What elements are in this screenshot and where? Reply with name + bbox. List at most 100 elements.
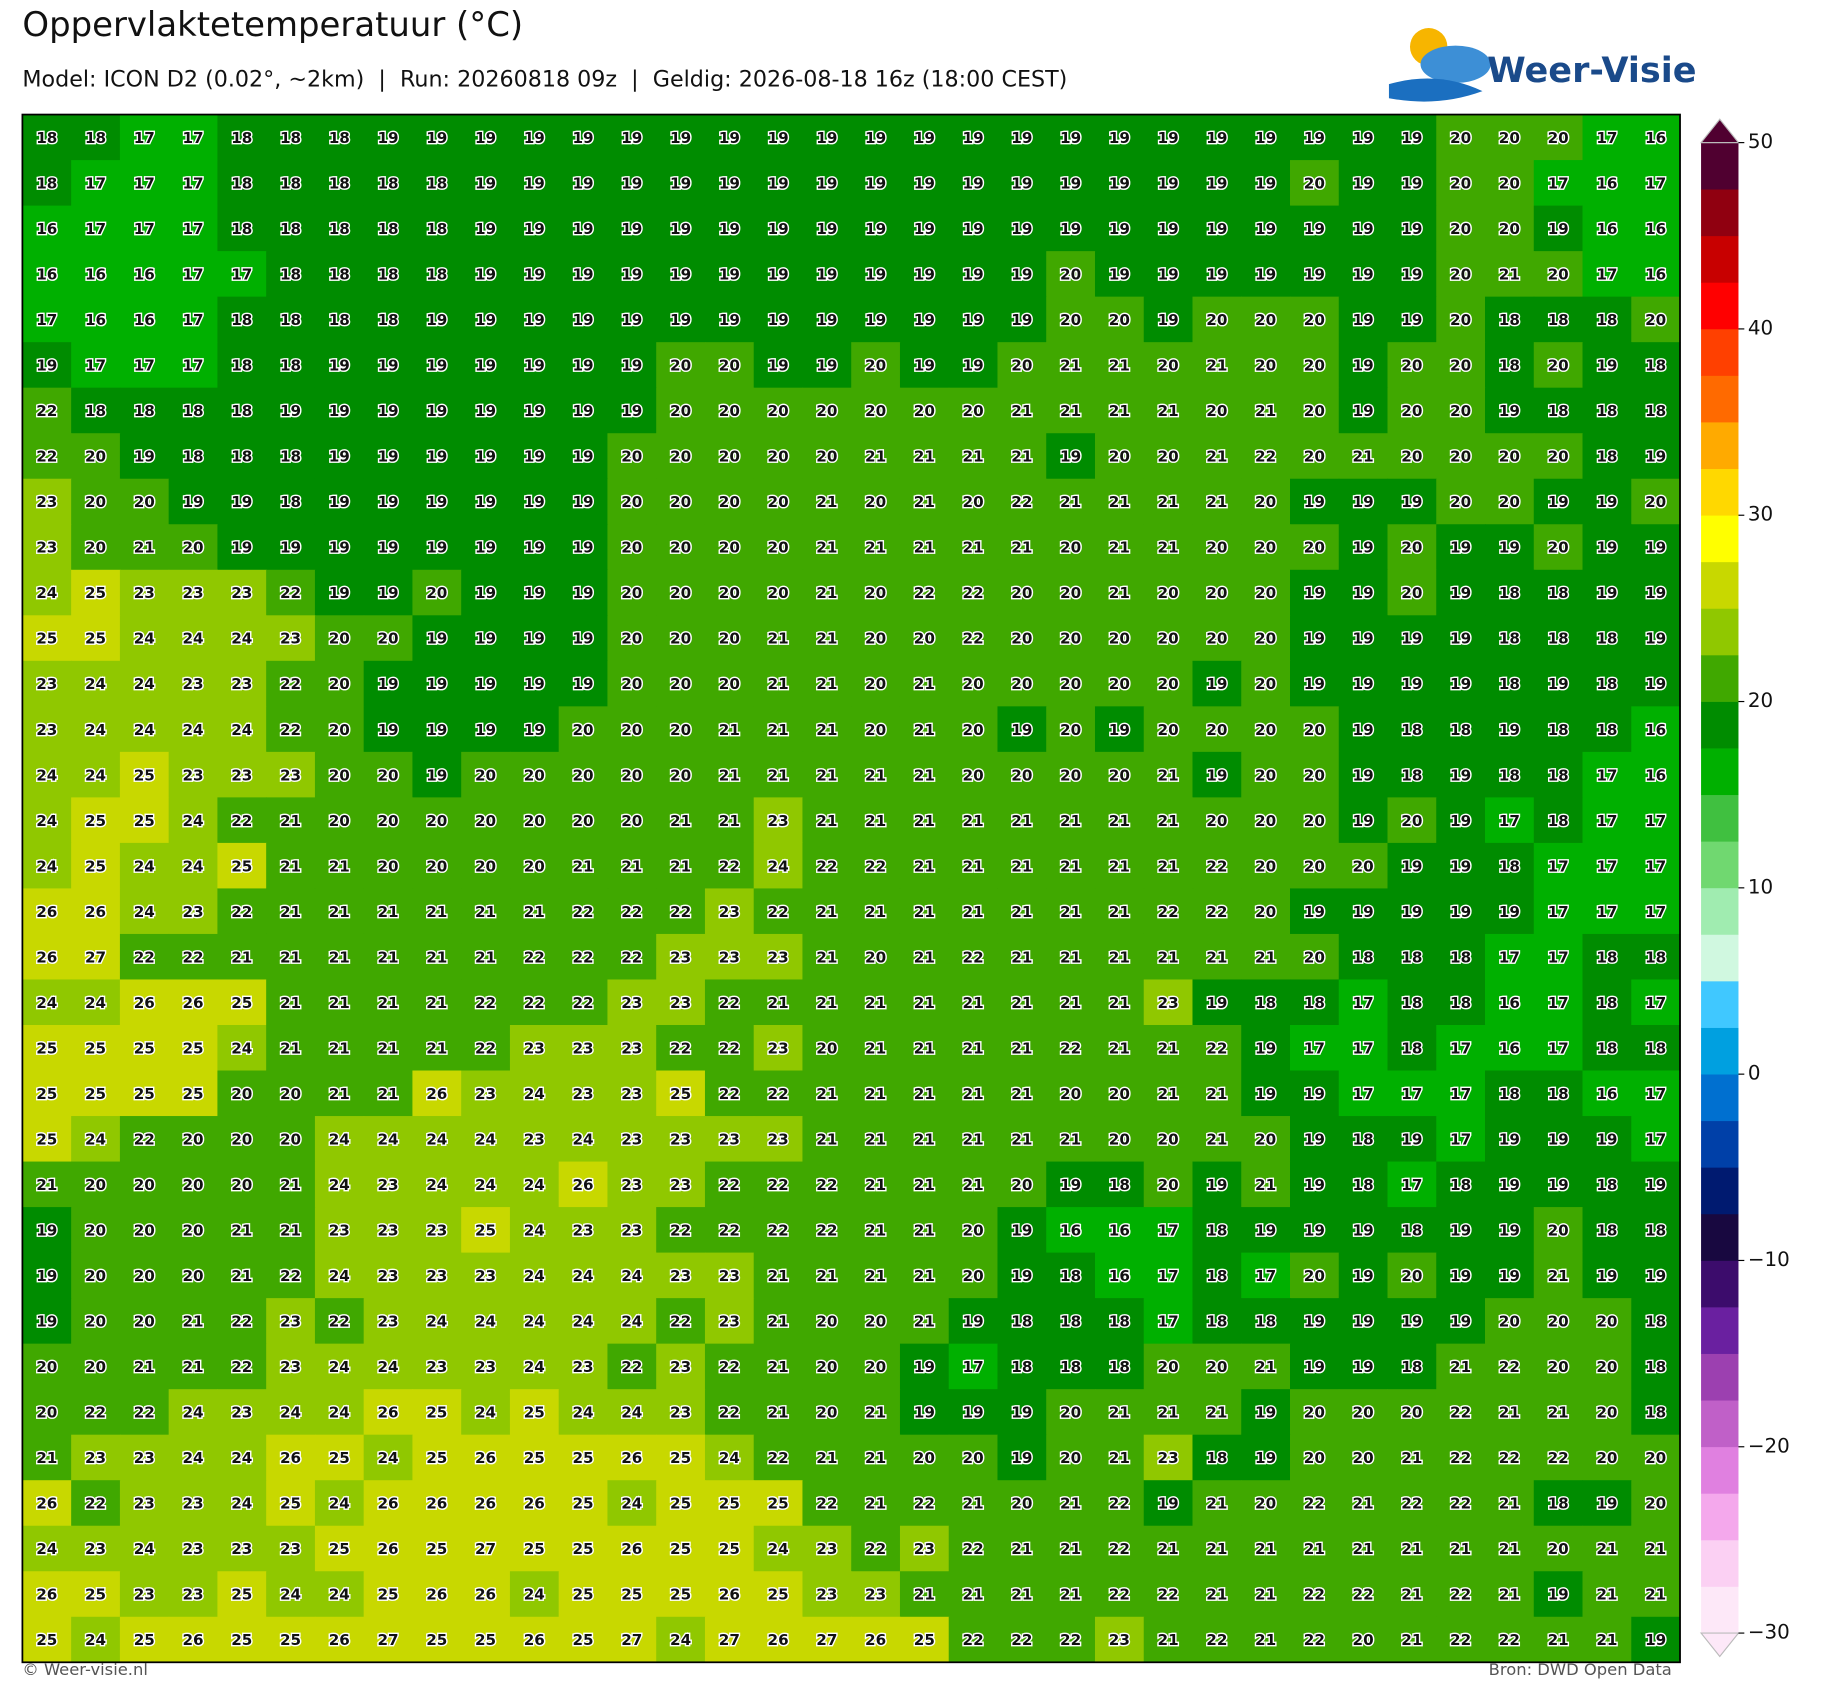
temperature-cell [607,660,657,707]
temperature-label: 17 [1548,948,1569,966]
temperature-label: 19 [1499,1176,1520,1194]
temperature-cell [899,1116,950,1163]
temperature-cell [1192,251,1242,298]
temperature-label: 23 [280,630,301,648]
temperature-cell [168,296,219,343]
temperature-label: 20 [621,539,642,557]
temperature-label: 21 [1011,539,1032,557]
temperature-label: 19 [1255,1039,1276,1057]
temperature-label: 21 [816,903,837,921]
temperature-label: 21 [475,903,496,921]
temperature-label: 21 [914,1222,935,1240]
temperature-cell [71,433,121,480]
temperature-label: 25 [280,1495,301,1513]
temperature-label: 26 [36,903,57,921]
temperature-label: 22 [1158,1586,1179,1604]
temperature-cell [363,160,414,207]
temperature-cell [948,979,999,1026]
temperature-label: 18 [1060,1358,1081,1376]
temperature-label: 20 [670,539,691,557]
temperature-label: 19 [475,448,496,466]
temperature-cell [412,1161,462,1208]
temperature-cell [802,842,852,890]
temperature-label: 20 [572,721,593,739]
temperature-cell [1046,433,1096,480]
temperature-cell [1387,797,1437,844]
temperature-cell [119,751,170,798]
temperature-label: 24 [280,1586,301,1604]
temperature-cell [1046,296,1096,343]
temperature-label: 22 [1304,1631,1325,1649]
temperature-cell [1485,1116,1535,1163]
temperature-cell [266,433,316,480]
temperature-cell [1046,342,1096,389]
temperature-label: 19 [1255,175,1276,193]
temperature-cell [363,706,414,753]
temperature-cell [71,706,121,753]
temperature-label: 18 [1548,1085,1569,1103]
temperature-cell [509,888,560,935]
temperature-label: 20 [1304,766,1325,784]
temperature-label: 20 [1353,857,1374,875]
temperature-cell [1387,1161,1437,1208]
temperature-label: 18 [280,493,301,511]
temperature-cell [899,478,950,525]
temperature-cell [314,888,365,935]
temperature-cell [753,160,804,207]
temperature-cell [753,1116,804,1163]
temperature-label: 16 [1645,129,1666,147]
temperature-label: 24 [182,721,203,739]
temperature-label: 19 [1499,1267,1520,1285]
temperature-label: 21 [329,1085,350,1103]
temperature-cell [753,933,804,981]
temperature-cell [412,1207,462,1254]
temperature-cell [607,524,657,571]
temperature-cell [656,1070,706,1117]
temperature-cell [363,387,414,434]
temperature-label: 20 [1304,311,1325,329]
temperature-cell [168,660,219,707]
temperature-cell [22,751,72,798]
temperature-label: 18 [1206,1267,1227,1285]
temperature-cell [1631,1252,1681,1299]
temperature-label: 21 [914,1130,935,1148]
temperature-label: 21 [329,903,350,921]
temperature-cell [656,751,706,798]
temperature-label: 18 [377,175,398,193]
temperature-label: 22 [719,857,740,875]
temperature-cell [71,205,121,252]
temperature-label: 16 [85,266,106,284]
temperature-label: 19 [475,357,496,375]
temperature-cell [1582,569,1632,616]
temperature-label: 19 [1353,584,1374,602]
temperature-label: 22 [621,903,642,921]
temperature-label: 18 [1401,994,1422,1012]
colorbar-band [1701,748,1739,796]
temperature-label: 18 [280,357,301,375]
temperature-label: 18 [1499,675,1520,693]
temperature-cell [1192,524,1242,571]
temperature-label: 21 [1060,1495,1081,1513]
temperature-cell [509,205,560,252]
temperature-cell [1192,569,1242,616]
temperature-label: 25 [524,1540,545,1558]
temperature-label: 17 [182,220,203,238]
temperature-cell [1192,1252,1242,1299]
temperature-label: 21 [1206,1540,1227,1558]
temperature-label: 20 [572,812,593,830]
temperature-label: 25 [426,1404,447,1422]
temperature-label: 19 [963,266,984,284]
temperature-label: 25 [85,630,106,648]
temperature-label: 19 [1304,266,1325,284]
colorbar-band [1701,515,1739,563]
temperature-cell [119,797,170,844]
temperature-cell [704,1252,755,1299]
temperature-label: 21 [1645,1540,1666,1558]
temperature-cell [1387,205,1437,252]
temperature-cell [509,1070,560,1117]
temperature-label: 27 [719,1631,740,1649]
temperature-label: 21 [329,857,350,875]
temperature-cell [1046,569,1096,616]
temperature-cell [802,114,852,161]
temperature-cell [266,296,316,343]
